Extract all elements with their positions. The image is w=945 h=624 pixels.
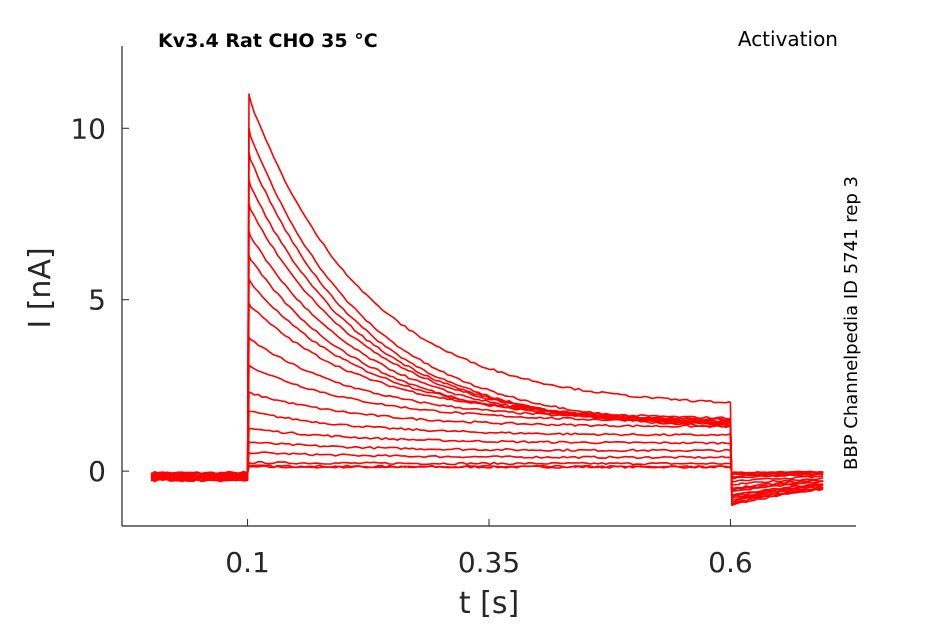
x-ticks: 0.1 0.35 0.6 (225, 519, 753, 579)
y-axis-label: I [nA] (23, 247, 58, 328)
protocol-label: Activation (738, 27, 838, 51)
current-trace (151, 460, 824, 476)
y-tick-label: 5 (88, 284, 106, 317)
current-trace (150, 151, 824, 503)
side-note: BBP Channelpedia ID 5741 rep 3 (841, 176, 862, 470)
chart-title: Kv3.4 Rat CHO 35 °C (158, 30, 378, 52)
current-trace (150, 451, 824, 476)
plot-area (150, 93, 824, 507)
current-trace (150, 178, 824, 502)
current-trace (150, 93, 824, 507)
x-tick-label: 0.1 (225, 546, 270, 579)
y-tick-label: 0 (88, 455, 106, 488)
current-trace (150, 464, 824, 476)
x-tick-label: 0.6 (708, 546, 753, 579)
y-tick-label: 10 (70, 112, 106, 145)
current-trace (150, 427, 824, 478)
current-trace (150, 364, 824, 486)
current-trace (150, 127, 824, 505)
x-tick-label: 0.35 (458, 546, 520, 579)
current-trace (150, 441, 824, 477)
current-trace (150, 410, 824, 480)
current-trace (150, 278, 824, 493)
current-trace (150, 202, 824, 500)
x-axis-label: t [s] (459, 586, 519, 621)
y-ticks: 0 5 10 (70, 112, 129, 488)
current-trace (150, 465, 824, 475)
current-trace (150, 254, 824, 496)
